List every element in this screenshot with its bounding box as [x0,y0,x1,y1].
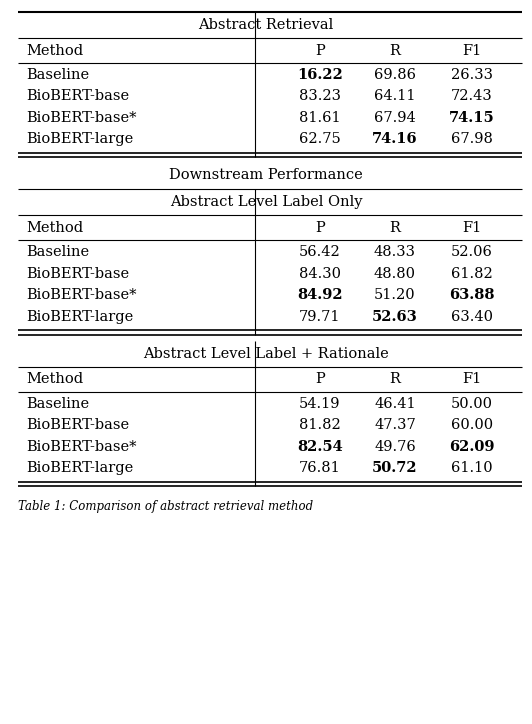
Text: 62.75: 62.75 [299,132,341,146]
Text: 74.16: 74.16 [372,132,418,146]
Text: 47.37: 47.37 [374,418,416,432]
Text: 54.19: 54.19 [299,397,341,411]
Text: 84.92: 84.92 [297,288,343,303]
Text: P: P [315,221,325,235]
Text: 61.10: 61.10 [451,461,493,475]
Text: 83.23: 83.23 [299,89,341,104]
Text: Baseline: Baseline [26,397,89,411]
Text: 62.09: 62.09 [449,439,495,454]
Text: BioBERT-base*: BioBERT-base* [26,439,137,454]
Text: 76.81: 76.81 [299,461,341,475]
Text: BioBERT-large: BioBERT-large [26,461,133,475]
Text: Abstract Level Label Only: Abstract Level Label Only [170,195,362,209]
Text: 82.54: 82.54 [297,439,343,454]
Text: 48.80: 48.80 [374,267,416,281]
Text: 67.98: 67.98 [451,132,493,146]
Text: 63.40: 63.40 [451,310,493,324]
Text: R: R [389,221,401,235]
Text: 46.41: 46.41 [374,397,416,411]
Text: 48.33: 48.33 [374,245,416,259]
Text: R: R [389,43,401,57]
Text: 74.15: 74.15 [449,111,495,125]
Text: BioBERT-large: BioBERT-large [26,310,133,324]
Text: Method: Method [26,221,83,235]
Text: 52.06: 52.06 [451,245,493,259]
Text: 51.20: 51.20 [374,288,416,303]
Text: 49.76: 49.76 [374,439,416,454]
Text: 26.33: 26.33 [451,68,493,82]
Text: Baseline: Baseline [26,68,89,82]
Text: BioBERT-base*: BioBERT-base* [26,111,137,125]
Text: BioBERT-base: BioBERT-base [26,89,129,104]
Text: R: R [389,372,401,387]
Text: Downstream Performance: Downstream Performance [169,168,363,182]
Text: BioBERT-base: BioBERT-base [26,418,129,432]
Text: Table 1: Comparison of abstract retrieval method: Table 1: Comparison of abstract retrieva… [18,500,313,513]
Text: Method: Method [26,372,83,387]
Text: 81.82: 81.82 [299,418,341,432]
Text: 61.82: 61.82 [451,267,493,281]
Text: Abstract Level Label + Rationale: Abstract Level Label + Rationale [143,347,389,361]
Text: P: P [315,372,325,387]
Text: 67.94: 67.94 [374,111,416,125]
Text: Abstract Retrieval: Abstract Retrieval [198,18,334,32]
Text: BioBERT-large: BioBERT-large [26,132,133,146]
Text: 79.71: 79.71 [299,310,341,324]
Text: P: P [315,43,325,57]
Text: 64.11: 64.11 [374,89,415,104]
Text: 69.86: 69.86 [374,68,416,82]
Text: F1: F1 [462,43,481,57]
Text: 50.00: 50.00 [451,397,493,411]
Text: 50.72: 50.72 [372,461,418,475]
Text: Method: Method [26,43,83,57]
Text: 16.22: 16.22 [297,68,343,82]
Text: 52.63: 52.63 [372,310,418,324]
Text: BioBERT-base*: BioBERT-base* [26,288,137,303]
Text: F1: F1 [462,372,481,387]
Text: 72.43: 72.43 [451,89,493,104]
Text: F1: F1 [462,221,481,235]
Text: 63.88: 63.88 [449,288,495,303]
Text: 60.00: 60.00 [451,418,493,432]
Text: 84.30: 84.30 [299,267,341,281]
Text: 56.42: 56.42 [299,245,341,259]
Text: Baseline: Baseline [26,245,89,259]
Text: BioBERT-base: BioBERT-base [26,267,129,281]
Text: 81.61: 81.61 [299,111,341,125]
